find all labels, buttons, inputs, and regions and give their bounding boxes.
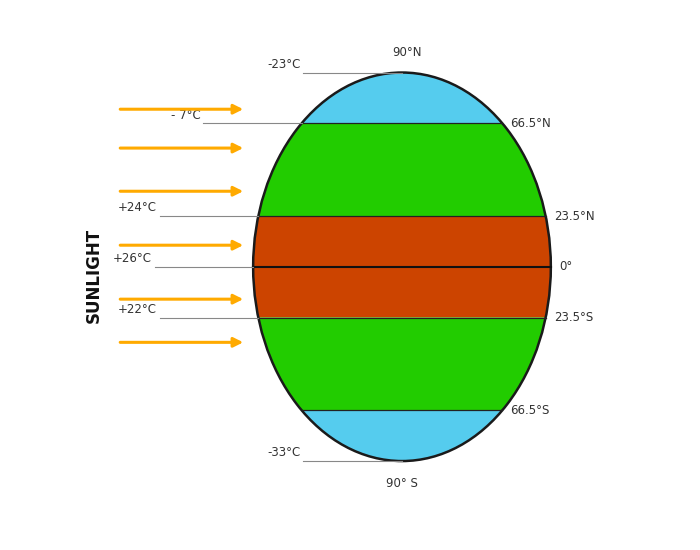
Text: 0°: 0°	[559, 260, 573, 273]
Polygon shape	[258, 123, 546, 216]
Polygon shape	[302, 73, 503, 123]
Text: +26°C: +26°C	[113, 252, 152, 265]
Text: 90°N: 90°N	[393, 46, 422, 59]
Text: 90° S: 90° S	[386, 477, 418, 491]
Text: 23.5°S: 23.5°S	[554, 311, 593, 324]
Polygon shape	[302, 410, 503, 461]
Text: 23.5°N: 23.5°N	[554, 210, 594, 223]
Polygon shape	[253, 216, 551, 267]
Polygon shape	[253, 267, 551, 317]
Text: - 7°C: - 7°C	[171, 108, 200, 122]
Polygon shape	[258, 317, 546, 410]
Text: SUNLIGHT: SUNLIGHT	[85, 228, 103, 322]
Text: 66.5°N: 66.5°N	[510, 117, 551, 130]
Text: 66.5°S: 66.5°S	[510, 404, 550, 417]
Text: +22°C: +22°C	[118, 303, 157, 316]
Text: +24°C: +24°C	[118, 201, 157, 214]
Text: -23°C: -23°C	[267, 58, 301, 71]
Text: -33°C: -33°C	[267, 447, 301, 459]
